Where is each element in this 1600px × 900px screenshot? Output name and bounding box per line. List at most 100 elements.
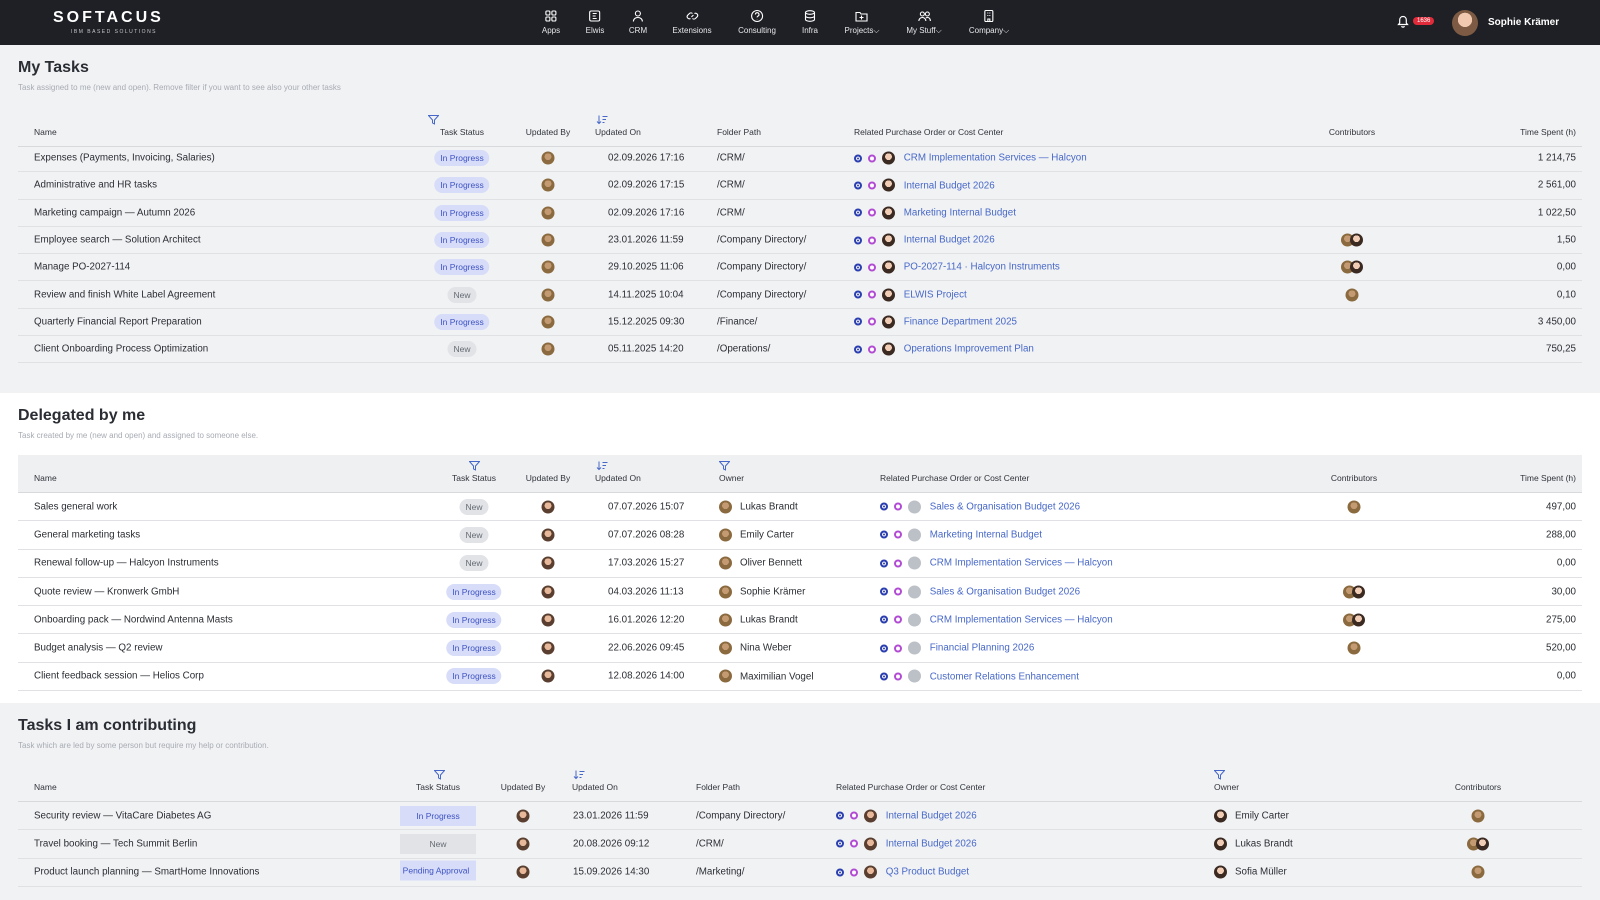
- table-row[interactable]: Travel booking — Tech Summit Berlin New 20…: [18, 830, 1582, 859]
- col-related-po[interactable]: Related Purchase Order or Cost Center: [880, 473, 1030, 483]
- related-po-link[interactable]: ELWIS Project: [854, 288, 967, 302]
- contributors[interactable]: [1471, 809, 1485, 823]
- owner[interactable]: Sophie Krämer: [719, 585, 805, 599]
- table-row[interactable]: Quote review — Kronwerk GmbH In Progress 0…: [18, 578, 1582, 607]
- avatar[interactable]: [541, 315, 555, 329]
- task-name[interactable]: Budget analysis — Q2 review: [34, 642, 163, 654]
- table-row[interactable]: Onboarding pack — Nordwind Antenna Masts…: [18, 606, 1582, 635]
- related-po-link[interactable]: CRM Implementation Services — Halcyon: [854, 151, 1087, 165]
- avatar[interactable]: [719, 528, 732, 542]
- status-badge[interactable]: New: [400, 833, 476, 854]
- folder-path[interactable]: /Company Directory/: [717, 261, 807, 273]
- status-badge[interactable]: In Progress: [446, 583, 502, 600]
- avatar[interactable]: [1352, 585, 1365, 599]
- task-name[interactable]: Marketing campaign — Autumn 2026: [34, 207, 196, 219]
- updated-by[interactable]: [516, 809, 530, 823]
- table-row[interactable]: Client feedback session — Helios Corp In …: [18, 663, 1582, 692]
- status-badge[interactable]: In Progress: [434, 177, 490, 194]
- updated-by[interactable]: [541, 233, 555, 247]
- status-badge[interactable]: In Progress: [434, 150, 490, 167]
- avatar[interactable]: [1471, 865, 1485, 879]
- folder-path[interactable]: /Finance/: [717, 316, 758, 328]
- contributors[interactable]: [1341, 233, 1363, 247]
- table-row[interactable]: Manage PO-2027-114 In Progress 29.10.2025 …: [18, 254, 1582, 282]
- folder-path[interactable]: /Marketing/: [696, 866, 745, 878]
- avatar[interactable]: [541, 288, 555, 302]
- folder-path[interactable]: /CRM/: [717, 152, 745, 164]
- avatar[interactable]: [882, 178, 895, 192]
- related-po-link[interactable]: Sales & Organisation Budget 2026: [880, 585, 1080, 599]
- avatar[interactable]: [908, 669, 921, 683]
- task-status[interactable]: In Progress: [446, 668, 502, 685]
- task-status[interactable]: In Progress: [446, 583, 502, 600]
- related-po-link[interactable]: Internal Budget 2026: [836, 809, 977, 823]
- updated-by[interactable]: [541, 585, 555, 599]
- avatar[interactable]: [882, 260, 895, 274]
- owner[interactable]: Oliver Bennett: [719, 556, 802, 570]
- avatar[interactable]: [541, 556, 555, 570]
- avatar[interactable]: [719, 641, 732, 655]
- avatar[interactable]: [1471, 809, 1485, 823]
- related-po-link[interactable]: Financial Planning 2026: [880, 641, 1034, 655]
- updated-by[interactable]: [541, 151, 555, 165]
- owner[interactable]: Lukas Brandt: [1214, 837, 1293, 851]
- related-po-link[interactable]: Internal Budget 2026: [854, 233, 995, 247]
- softacus-logo[interactable]: SOFTACUS IBM BASED SOLUTIONS: [53, 10, 164, 35]
- col-name[interactable]: Name: [34, 127, 57, 137]
- task-status[interactable]: In Progress: [434, 177, 490, 194]
- avatar[interactable]: [541, 260, 555, 274]
- task-status[interactable]: New: [400, 833, 476, 854]
- status-badge[interactable]: In Progress: [446, 640, 502, 657]
- task-status[interactable]: In Progress: [434, 259, 490, 276]
- related-po-link[interactable]: Operations Improvement Plan: [854, 342, 1034, 356]
- table-row[interactable]: Employee search — Solution Architect In P…: [18, 227, 1582, 255]
- owner[interactable]: Lukas Brandt: [719, 613, 798, 627]
- avatar[interactable]: [516, 809, 530, 823]
- task-status[interactable]: In Progress: [434, 313, 490, 330]
- col-folder-path[interactable]: Folder Path: [717, 127, 761, 137]
- status-badge[interactable]: In Progress: [434, 313, 490, 330]
- status-badge[interactable]: Pending Approval: [400, 860, 476, 881]
- col-contributors[interactable]: Contributors: [1330, 473, 1378, 483]
- folder-path[interactable]: /Company Directory/: [717, 289, 807, 301]
- updated-by[interactable]: [541, 315, 555, 329]
- avatar[interactable]: [882, 288, 895, 302]
- task-name[interactable]: Client Onboarding Process Optimization: [34, 343, 209, 355]
- table-row[interactable]: Sales general work New 07.07.2026 15:07 Luk…: [18, 493, 1582, 522]
- avatar[interactable]: [908, 528, 921, 542]
- avatar[interactable]: [1347, 500, 1361, 514]
- task-name[interactable]: General marketing tasks: [34, 529, 141, 541]
- status-badge[interactable]: In Progress: [434, 232, 490, 249]
- avatar[interactable]: [1350, 260, 1363, 274]
- nav-consulting[interactable]: Consulting: [738, 9, 776, 35]
- avatar[interactable]: [516, 865, 530, 879]
- table-row[interactable]: Review and finish White Label Agreement N…: [18, 282, 1582, 309]
- status-badge[interactable]: New: [447, 286, 477, 303]
- updated-by[interactable]: [516, 865, 530, 879]
- contributors[interactable]: [1347, 641, 1361, 655]
- col-name[interactable]: Name: [34, 782, 57, 792]
- nav-projects[interactable]: Projects⌵: [845, 9, 879, 36]
- task-name[interactable]: Sales general work: [34, 501, 118, 513]
- folder-path[interactable]: /Operations/: [717, 343, 771, 355]
- filter-icon[interactable]: [719, 461, 730, 471]
- avatar[interactable]: [719, 500, 732, 514]
- status-badge[interactable]: New: [459, 498, 489, 515]
- nav-elwis[interactable]: Elwis: [586, 9, 604, 35]
- task-name[interactable]: Product launch planning — SmartHome Inno…: [34, 866, 260, 878]
- nav-company[interactable]: Company⌵: [969, 9, 1009, 36]
- avatar[interactable]: [541, 500, 555, 514]
- avatar[interactable]: [882, 315, 895, 329]
- related-po-link[interactable]: Internal Budget 2026: [854, 178, 995, 192]
- updated-by[interactable]: [541, 556, 555, 570]
- status-badge[interactable]: New: [459, 526, 489, 543]
- table-row[interactable]: Expenses (Payments, Invoicing, Salaries)…: [18, 145, 1582, 173]
- contributors[interactable]: [1467, 837, 1489, 851]
- avatar[interactable]: [541, 585, 555, 599]
- user-avatar[interactable]: [1452, 10, 1478, 36]
- table-row[interactable]: Security review — VitaCare Diabetes AG In…: [18, 802, 1582, 831]
- avatar[interactable]: [541, 641, 555, 655]
- contributors[interactable]: [1343, 613, 1365, 627]
- avatar[interactable]: [864, 809, 877, 823]
- filter-icon[interactable]: [469, 461, 480, 471]
